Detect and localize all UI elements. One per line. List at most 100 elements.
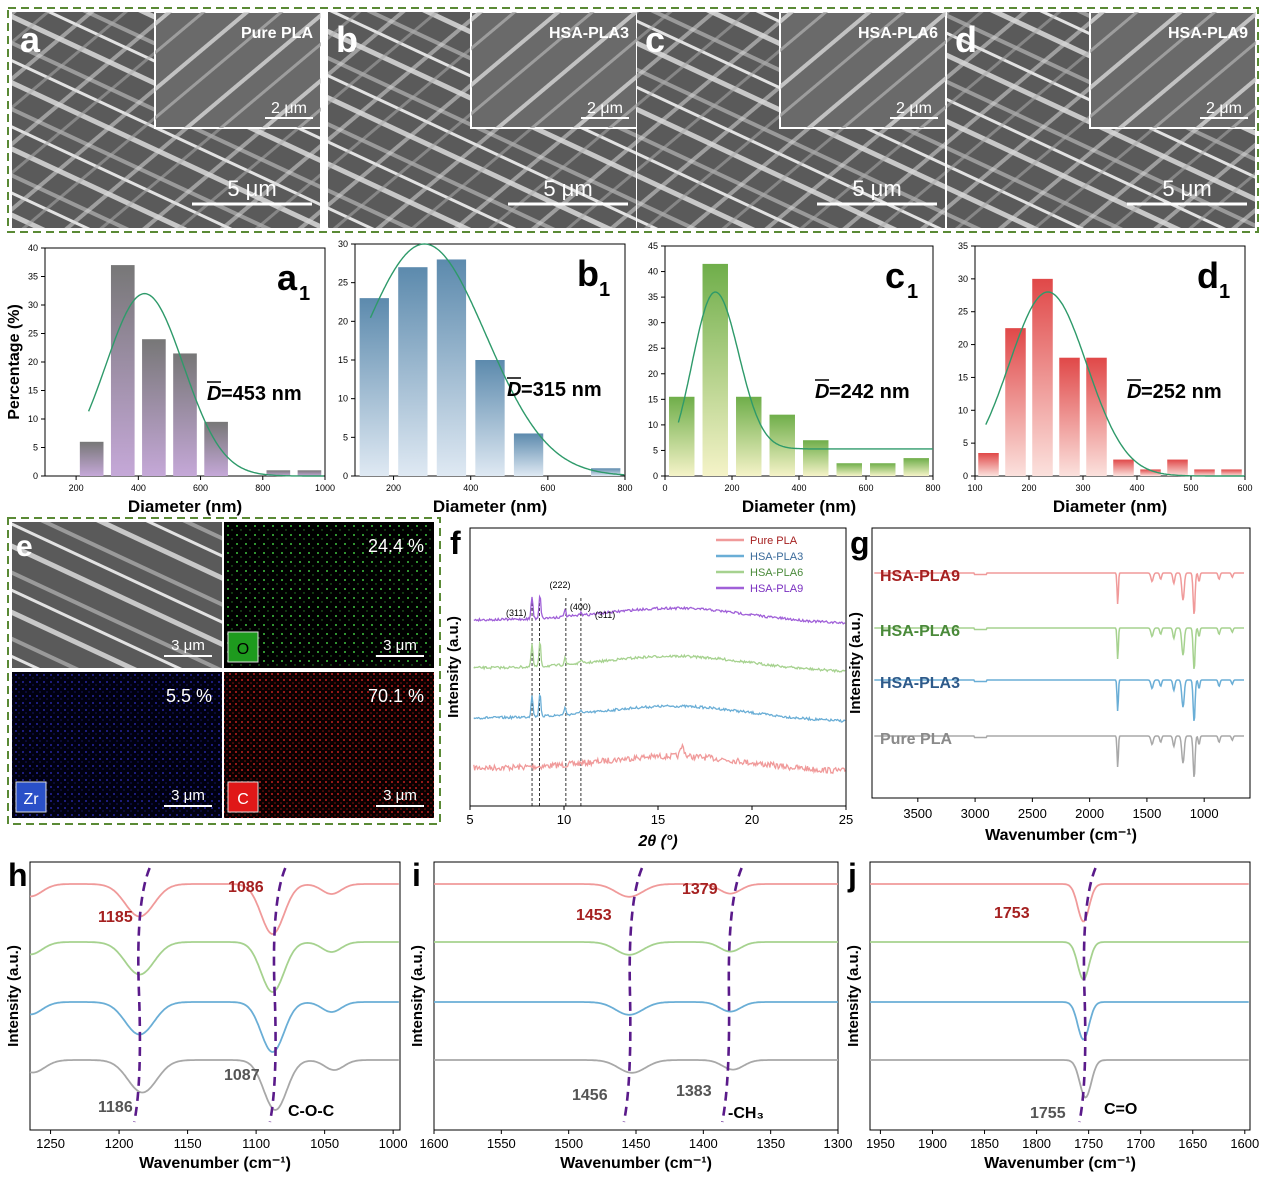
bar [978, 453, 999, 476]
ftir-series-line [874, 735, 1244, 777]
bar [1221, 469, 1242, 476]
main-scale-text: 5 μm [543, 176, 592, 201]
x-tick-label: 1600 [1230, 1136, 1259, 1151]
x-tick-label: 1000 [1190, 806, 1219, 821]
ftir-zoom-series-line [29, 1001, 399, 1053]
bar [1113, 459, 1134, 476]
sem-panel-label: c [645, 19, 665, 60]
y-tick-label: 35 [648, 292, 658, 302]
inset-scale-text: 2 μm [1206, 100, 1242, 117]
x-tick-label: 200 [69, 483, 84, 493]
x-tick-label: 800 [617, 483, 632, 493]
peak-annotation: -CH₃ [728, 1105, 764, 1122]
eds-percent: 70.1 % [368, 686, 424, 706]
x-axis-label: Diameter (nm) [433, 497, 547, 516]
x-tick-label: 1250 [36, 1136, 65, 1151]
sem-inset-fibers [155, 12, 321, 128]
histogram-a1: 200 400 600 800 1000 0 5 10 15 20 25 30 35 40 Diameter… [6, 243, 335, 516]
inset-scale-text: 2 μm [587, 100, 623, 117]
panel-label-sub: 1 [299, 283, 310, 305]
ftir-zoom-series-line [434, 941, 838, 956]
x-tick-label: 2500 [1018, 806, 1047, 821]
x-tick-label: 1500 [1132, 806, 1161, 821]
x-tick-label: 200 [386, 483, 401, 493]
x-tick-label: 5 [466, 812, 473, 827]
y-tick-label: 30 [338, 239, 348, 249]
x-tick-label: 20 [745, 812, 759, 827]
peak-annotation: 1753 [994, 905, 1030, 922]
main-scale-text: 5 μm [852, 176, 901, 201]
mean-value: =453 nm [221, 383, 302, 405]
bar [79, 441, 104, 476]
x-tick-label: 0 [662, 483, 667, 493]
panel-label-sub: 1 [599, 279, 610, 301]
series-label: HSA-PLA6 [880, 623, 960, 640]
x-tick-label: 1450 [622, 1136, 651, 1151]
inset-scale-text: 2 μm [271, 100, 307, 117]
panel-label: c [885, 255, 905, 296]
plot-frame [433, 861, 839, 1131]
x-tick-label: 1550 [487, 1136, 516, 1151]
bar [204, 421, 228, 476]
ftir-zoom-series-line [870, 1001, 1249, 1041]
eds-tile-C [224, 672, 434, 818]
y-axis-label: Intensity (a.u.) [5, 945, 22, 1047]
xrd-series-line [473, 640, 846, 674]
shift-guide [1078, 867, 1097, 1123]
legend-label: HSA-PLA9 [750, 583, 803, 595]
y-tick-label: 40 [28, 243, 38, 253]
y-tick-label: 0 [343, 471, 348, 481]
xrd-series-line [473, 692, 846, 723]
y-tick-label: 30 [28, 300, 38, 310]
bar [110, 265, 135, 476]
x-tick-label: 400 [791, 483, 806, 493]
y-tick-label: 5 [343, 432, 348, 442]
eds-element-label: O [237, 641, 249, 658]
histogram-d1: 100 200 300 400 500 600 0 5 10 15 20 25 30 35 Diameter… [958, 241, 1253, 516]
sem-inset-fibers [1090, 12, 1256, 128]
x-tick-label: 1700 [1126, 1136, 1155, 1151]
xrd-chart: (311) (222) (400) (311) Pure PLA HSA-PLA3 HSA-… [445, 525, 853, 850]
histogram-b1: 200 400 600 800 0 5 10 15 20 25 30 Diameter (nm) b 1 D… [338, 239, 633, 516]
x-tick-label: 1050 [310, 1136, 339, 1151]
sem-inset-fibers [780, 12, 946, 128]
x-tick-label: 400 [1129, 483, 1144, 493]
peak-annotation: C=O [1104, 1101, 1137, 1118]
xrd-series-line [473, 742, 846, 775]
bar [1194, 469, 1215, 476]
y-tick-label: 25 [338, 278, 348, 288]
ftir-series-line [874, 627, 1244, 669]
eds-panel-label: e [16, 530, 33, 563]
ftir-zoom-h: 1185 1086 1087 1186 C-O-C 1250 1200 1150 1100 105… [5, 857, 408, 1172]
x-tick-label: 1100 [242, 1136, 270, 1151]
x-tick-label: 1850 [970, 1136, 999, 1151]
bar [903, 458, 929, 476]
x-axis-label: Wavenumber (cm⁻¹) [560, 1155, 712, 1172]
bar [803, 440, 829, 476]
bar [1140, 469, 1161, 476]
bar [870, 463, 896, 476]
x-tick-label: 1400 [689, 1136, 718, 1151]
x-tick-label: 2000 [1075, 806, 1104, 821]
series-label: HSA-PLA3 [880, 675, 960, 692]
bar [1005, 328, 1026, 476]
sem-panel-label: a [20, 19, 41, 60]
mean-symbol: D [507, 379, 521, 401]
plot-frame [871, 527, 1251, 799]
y-tick-label: 30 [648, 318, 658, 328]
eds-element-label: Zr [23, 791, 39, 808]
bar [769, 414, 795, 476]
shift-guide [132, 867, 151, 1123]
x-tick-label: 100 [967, 483, 982, 493]
bar [475, 360, 505, 476]
x-tick-label: 1200 [105, 1136, 134, 1151]
sem-inset-label: HSA-PLA9 [1168, 25, 1248, 42]
ftir-zoom-i: 1453 1379 1456 1383 -CH₃ 1600 1550 1500 1450 1400… [409, 857, 852, 1172]
fit-curve [369, 243, 625, 476]
bar [1032, 278, 1053, 476]
x-tick-label: 1150 [174, 1136, 202, 1151]
peak-annotation: 1755 [1030, 1105, 1066, 1122]
peak-annotation: C-O-C [288, 1103, 335, 1120]
eds-scale-text: 3 μm [171, 787, 205, 804]
y-tick-label: 5 [33, 443, 38, 453]
